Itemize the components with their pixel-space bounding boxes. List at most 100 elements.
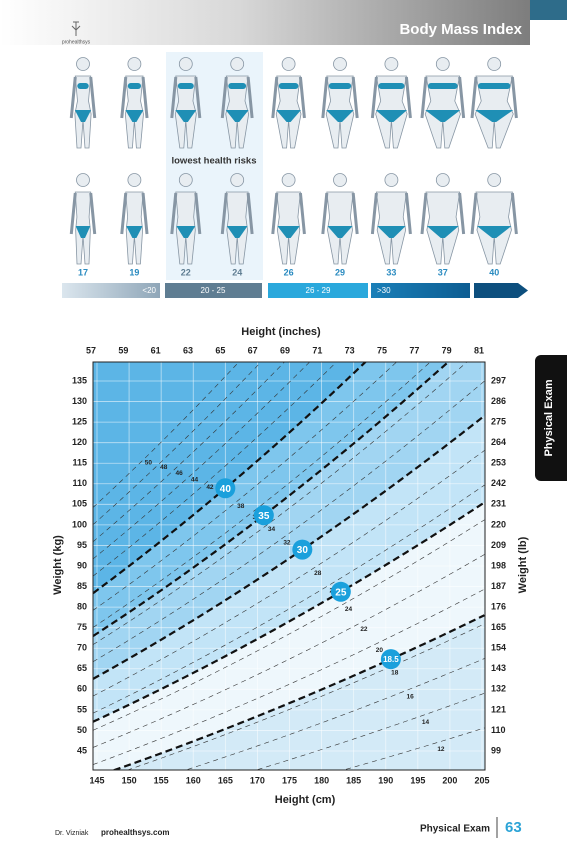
- figure-arms: [170, 76, 202, 119]
- bmi-line-label: 48: [160, 464, 168, 471]
- bmi-line-label: 24: [345, 606, 353, 613]
- top-tick-label: 67: [248, 345, 258, 355]
- left-tick-label: 130: [72, 396, 87, 406]
- right-tick-label: 154: [491, 643, 506, 653]
- left-tick-label: 125: [72, 416, 87, 426]
- bmi-line-label: 50: [145, 460, 153, 467]
- top-tick-label: 65: [215, 345, 225, 355]
- figure-top: [228, 83, 247, 89]
- top-tick-label: 63: [183, 345, 193, 355]
- figure-top: [328, 83, 352, 89]
- bmi-line: [93, 450, 485, 697]
- bmi-curve: [93, 362, 367, 595]
- figure-underwear: [377, 226, 406, 238]
- figure-arms: [420, 76, 466, 119]
- bmi-curve-badge: [253, 505, 274, 526]
- left-tick-label: 65: [77, 663, 87, 673]
- right-tick-label: 231: [491, 499, 506, 509]
- bottom-tick-label: 170: [250, 775, 265, 785]
- bmi-line: [93, 362, 311, 560]
- figure-underwear: [326, 110, 354, 122]
- right-tick-label: 143: [491, 663, 506, 673]
- bmi-curve: [93, 414, 485, 680]
- bmi-chart: 5048464442383634322826242220181614124035…: [72, 345, 506, 785]
- figure-top: [478, 83, 511, 89]
- top-tick-label: 79: [442, 345, 452, 355]
- right-tick-label: 275: [491, 416, 506, 426]
- range-arrow: [474, 283, 528, 298]
- figure-arms: [170, 192, 202, 235]
- bmi-line: [93, 554, 485, 748]
- bottom-tick-label: 165: [218, 775, 233, 785]
- footer-section: Physical Exam: [420, 824, 490, 835]
- bmi-line: [93, 362, 337, 577]
- bottom-tick-label: 180: [314, 775, 329, 785]
- figure-head: [435, 173, 450, 187]
- figure-arms: [321, 76, 359, 119]
- figure-underwear: [125, 110, 144, 122]
- figure-head: [76, 57, 90, 71]
- figure-arms: [271, 192, 306, 235]
- bmi-line: [93, 362, 468, 645]
- bmi-curve-badge: [292, 539, 313, 560]
- footer-site: prohealthsys.com: [101, 828, 169, 837]
- figure-arms: [69, 192, 97, 235]
- bmi-curve-badge: [215, 478, 236, 499]
- figure-head: [333, 57, 347, 71]
- figure-head: [281, 57, 296, 71]
- bmi-curve-label: 40: [220, 484, 232, 495]
- left-tick-label: 85: [77, 581, 87, 591]
- bmi-line-label: 32: [283, 540, 291, 547]
- bmi-line-label: 14: [422, 719, 430, 726]
- left-tick-label: 105: [72, 499, 87, 509]
- bmi-line-label: 12: [437, 746, 445, 753]
- right-tick-label: 220: [491, 519, 506, 529]
- right-tick-label: 253: [491, 458, 506, 468]
- figure-arms: [370, 192, 412, 235]
- range-label: <20: [142, 286, 156, 295]
- plot-frame: [92, 361, 486, 771]
- header-title: Body Mass Index: [399, 21, 522, 38]
- bmi-line-label: 42: [206, 484, 214, 491]
- left-tick-label: 50: [77, 725, 87, 735]
- figure-underwear: [277, 226, 300, 238]
- left-tick-label: 75: [77, 622, 87, 632]
- figure-arms: [470, 76, 518, 119]
- bmi-line: [93, 362, 431, 628]
- figure-underwear: [225, 110, 249, 122]
- figure-underwear: [476, 226, 512, 238]
- figure-underwear: [175, 110, 197, 122]
- figure-head: [333, 173, 347, 187]
- figure-arms: [470, 192, 518, 235]
- range-segment: [371, 283, 470, 298]
- bmi-figure-label: 37: [438, 267, 448, 277]
- figure-underwear: [327, 226, 353, 238]
- top-tick-label: 61: [151, 345, 161, 355]
- bmi-line-label: 22: [360, 626, 368, 633]
- figure-top: [127, 83, 142, 89]
- figure-arms: [69, 76, 97, 119]
- figure-underwear: [375, 110, 408, 122]
- header-bar: [0, 0, 530, 45]
- figure-top: [77, 83, 89, 89]
- bmi-line: [342, 727, 485, 770]
- healthy-caption: lowest health risks: [171, 156, 256, 167]
- right-tick-label: 297: [491, 375, 506, 385]
- bmi-line: [93, 484, 485, 714]
- left-tick-label: 55: [77, 704, 87, 714]
- bmi-line-label: 44: [191, 476, 199, 483]
- header-icon: [531, 27, 560, 37]
- figure-head: [230, 173, 245, 187]
- figure-head: [127, 57, 142, 71]
- figure-underwear: [426, 226, 459, 238]
- right-tick-label: 176: [491, 601, 506, 611]
- logo-icon: [71, 21, 81, 36]
- figure-top: [177, 83, 194, 89]
- right-tick-label: 264: [491, 437, 506, 447]
- bottom-tick-label: 150: [122, 775, 137, 785]
- bmi-line: [126, 623, 485, 770]
- right-tick-label: 121: [491, 704, 506, 714]
- top-tick-label: 59: [118, 345, 128, 355]
